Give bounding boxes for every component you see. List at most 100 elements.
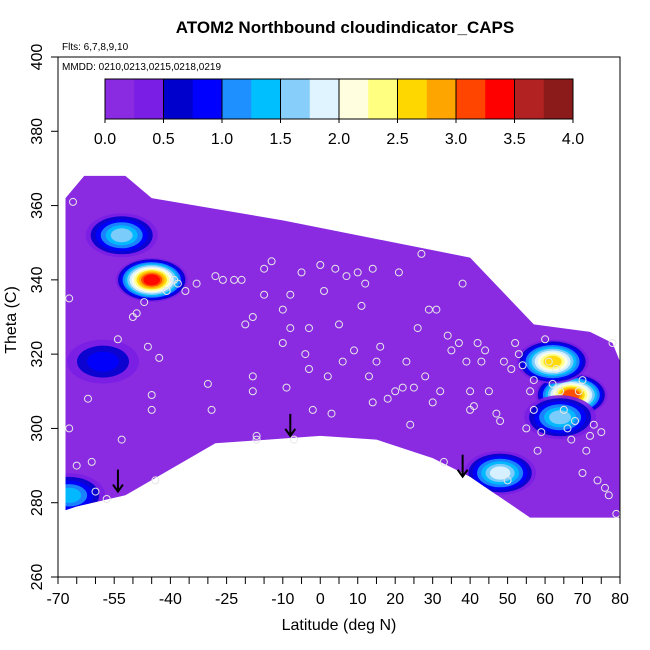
sample-point xyxy=(350,346,358,355)
sample-point xyxy=(72,461,81,470)
sample-point xyxy=(574,387,583,396)
colorbar-swatch xyxy=(222,79,252,119)
sample-point xyxy=(117,435,126,444)
sample-point xyxy=(529,376,538,385)
sample-point xyxy=(316,261,325,269)
sample-point xyxy=(147,391,156,399)
sample-point xyxy=(278,305,287,314)
sample-point xyxy=(260,264,269,273)
arrow-marker xyxy=(456,454,469,479)
sample-point xyxy=(65,424,74,433)
sample-point xyxy=(589,420,598,429)
sample-point xyxy=(443,331,452,340)
sample-point xyxy=(586,431,594,440)
sample-point xyxy=(436,387,445,396)
colorbar-swatch xyxy=(426,79,457,119)
x-tick-label: 20 xyxy=(386,591,404,608)
sample-point xyxy=(582,446,591,455)
colorbar-swatch xyxy=(456,79,486,119)
sample-point xyxy=(143,342,152,351)
sample-point xyxy=(544,357,553,366)
y-axis: 260 280 300 320 340 360 380 400 xyxy=(29,44,58,590)
sample-point xyxy=(514,350,523,359)
sample-point xyxy=(608,339,617,347)
arrow-marker xyxy=(284,413,297,438)
field-contour xyxy=(65,487,82,503)
sample-point xyxy=(282,383,291,392)
sample-point xyxy=(301,350,310,359)
sample-point xyxy=(248,372,257,381)
colorbar-tick-label: 2.0 xyxy=(328,131,350,148)
field-domain xyxy=(65,175,620,518)
sample-point xyxy=(87,457,96,466)
sample-point xyxy=(571,417,579,425)
sample-point xyxy=(383,394,392,403)
colorbar-swatch xyxy=(339,79,369,119)
sample-point xyxy=(559,405,568,414)
sample-point xyxy=(391,387,400,396)
sample-point xyxy=(361,279,370,288)
x-tick-label: -10 xyxy=(271,591,294,608)
sample-point xyxy=(496,417,505,425)
colorbar-swatch xyxy=(192,79,223,119)
sample-point xyxy=(413,324,422,333)
x-tick-label: -25 xyxy=(215,591,238,608)
colorbar: 0.0 0.5 1.0 1.5 2.0 2.5 3.0 3.5 4.0 xyxy=(94,78,584,148)
colorbar-swatch xyxy=(309,79,340,119)
x-tick-label: -40 xyxy=(159,591,182,608)
sample-point xyxy=(207,405,216,414)
sample-points xyxy=(65,197,620,518)
sample-point xyxy=(252,431,261,440)
sample-point xyxy=(526,387,535,396)
colorbar-swatch xyxy=(485,79,515,119)
arrow-marker xyxy=(112,469,124,494)
colorbar-tick-label: 4.0 xyxy=(562,131,584,148)
x-axis: -70 -55 -40 -25 -10 0 10 20 30 40 50 60 70 80 xyxy=(46,577,629,608)
chart-title: ATOM2 Northbound cloudindicator_CAPS xyxy=(176,18,514,37)
colorbar-tick-label: 1.5 xyxy=(269,131,291,148)
sample-point xyxy=(372,357,381,366)
y-axis-label: Theta (C) xyxy=(3,286,20,354)
sample-point xyxy=(462,357,471,366)
colorbar-swatch xyxy=(105,79,135,119)
sample-point xyxy=(162,287,171,295)
sample-point xyxy=(406,420,415,429)
sample-point xyxy=(597,428,606,437)
sample-point xyxy=(484,387,493,396)
x-tick-label: -55 xyxy=(103,591,126,608)
y-tick-label: 380 xyxy=(29,118,46,145)
sample-point xyxy=(402,357,411,366)
sample-point xyxy=(241,320,250,329)
y-tick-label: 320 xyxy=(29,341,46,368)
x-tick-label: -70 xyxy=(46,591,69,608)
sample-point xyxy=(192,279,201,288)
sample-point xyxy=(518,361,527,370)
sample-point xyxy=(552,365,561,373)
sample-point xyxy=(492,409,501,418)
sample-point xyxy=(578,376,587,385)
sample-point xyxy=(365,372,373,381)
sample-point xyxy=(211,272,220,281)
field-contour xyxy=(489,466,511,480)
sample-point xyxy=(286,290,295,299)
colorbar-tick-label: 3.5 xyxy=(503,131,525,148)
colorbar-tick-label: 2.5 xyxy=(386,131,408,148)
sample-point xyxy=(511,339,520,347)
sample-point xyxy=(368,264,377,273)
sample-point xyxy=(320,287,328,295)
sample-point xyxy=(477,357,486,366)
sample-point xyxy=(447,346,456,355)
sample-point xyxy=(507,365,516,373)
arrow-markers xyxy=(112,413,469,494)
sample-point xyxy=(458,279,467,288)
field-contour xyxy=(110,228,133,243)
colorbar-swatch xyxy=(397,79,428,119)
x-tick-label: 80 xyxy=(611,591,629,608)
sample-point xyxy=(556,387,565,396)
sample-point xyxy=(454,339,463,347)
y-tick-label: 360 xyxy=(29,192,46,219)
sample-point xyxy=(65,294,74,303)
sample-point xyxy=(102,495,111,503)
sample-point xyxy=(469,402,478,411)
